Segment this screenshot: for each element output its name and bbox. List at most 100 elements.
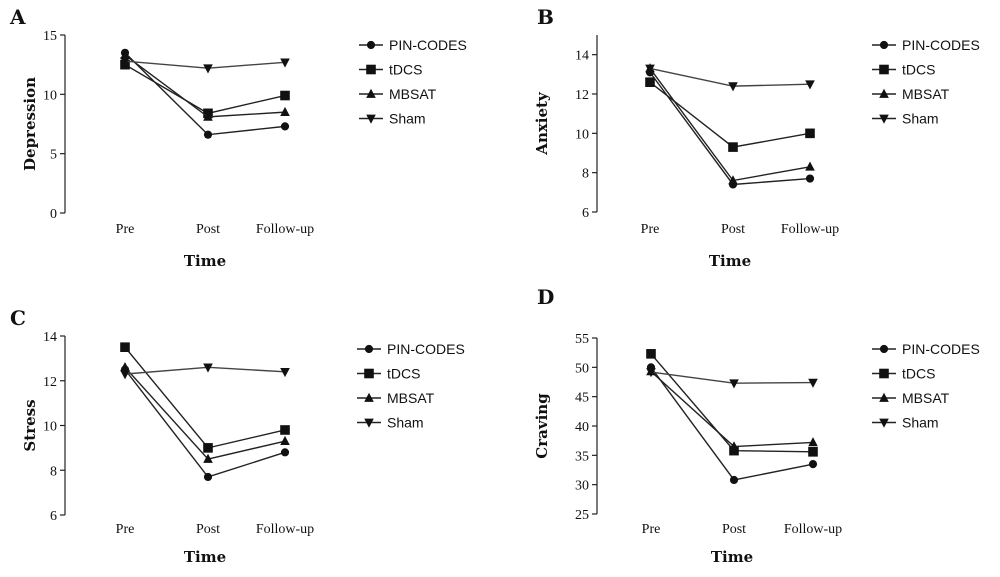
y-tick-label-b: 6 [582, 206, 589, 221]
panel-d: D 25 30 35 40 45 50 55 Craving Pre Post Follow-up Ti… [533, 285, 980, 566]
y-tick-label-c: 10 [43, 420, 57, 435]
data-point-pin-codes-a [203, 130, 213, 139]
legend-marker-sham-a [366, 114, 376, 124]
series-sham-c [120, 363, 290, 380]
data-point-tdcs-d [646, 349, 656, 359]
legend-item-mbsat-c: MBSAT [357, 390, 435, 406]
y-tick-label-b: 10 [575, 127, 589, 142]
x-tick-label-b: Pre [641, 222, 660, 237]
x-axis-title-c: Time [184, 548, 226, 566]
series-line-tdcs-a [124, 64, 286, 115]
data-point-pin-codes-c [280, 448, 290, 457]
panel-letter-a: A [9, 5, 26, 29]
series-line-tdcs-d [650, 353, 814, 453]
legend-item-sham-d: Sham [872, 415, 939, 431]
legend-label-pin-codes-d: PIN-CODES [902, 341, 980, 357]
x-tick-label-c: Follow-up [256, 522, 314, 537]
data-point-tdcs-b [728, 142, 738, 152]
data-point-pin-codes-d [729, 475, 739, 485]
panel-c: C 6 8 10 12 14 Stress Pre Post Follow-up Time PIN-C… [10, 306, 465, 566]
series-mbsat-c [120, 362, 290, 463]
data-point-tdcs-c [120, 342, 130, 352]
series-sham-a [120, 57, 290, 74]
series-sham-d [646, 368, 818, 389]
data-point-tdcs-b [805, 128, 815, 139]
x-tick-label-c: Pre [116, 522, 135, 537]
data-point-mbsat-a [203, 111, 213, 121]
series-line-tdcs-c [124, 346, 286, 449]
data-point-sham-c [203, 363, 213, 373]
series-line-tdcs-b [649, 81, 811, 148]
legend-item-pin-codes-d: PIN-CODES [872, 341, 980, 357]
data-point-mbsat-a [120, 49, 130, 60]
data-point-tdcs-d [729, 445, 739, 456]
legend-item-pin-codes-c: PIN-CODES [357, 341, 465, 357]
x-tick-label-d: Pre [642, 522, 661, 537]
data-point-sham-b [645, 64, 655, 74]
legend-marker-tdcs-d [879, 368, 889, 379]
legend-label-tdcs-c: tDCS [387, 366, 420, 382]
legend-marker-sham-d [879, 418, 889, 428]
data-point-pin-codes-c [203, 472, 213, 482]
x-tick-label-a: Post [196, 222, 220, 237]
y-tick-label-c: 8 [50, 464, 57, 479]
legend-label-mbsat-b: MBSAT [902, 86, 950, 102]
legend-marker-sham-c [364, 418, 374, 428]
legend-marker-mbsat-a [366, 88, 376, 98]
data-point-sham-d [646, 368, 656, 378]
legend-marker-tdcs-b [879, 64, 889, 75]
legend-item-pin-codes-a: PIN-CODES [359, 37, 467, 53]
y-tick-label-c: 14 [43, 330, 57, 345]
data-point-sham-a [280, 58, 290, 68]
legend-item-tdcs-b: tDCS [872, 62, 935, 78]
x-tick-label-b: Post [721, 222, 745, 237]
y-tick-label-a: 10 [43, 88, 57, 103]
legend-label-pin-codes-c: PIN-CODES [387, 341, 465, 357]
legend-marker-mbsat-c [364, 392, 374, 402]
data-point-tdcs-c [280, 425, 290, 435]
legend-item-pin-codes-b: PIN-CODES [872, 37, 980, 53]
legend-label-sham-c: Sham [387, 415, 424, 431]
y-tick-label-a: 15 [43, 29, 57, 44]
y-tick-label-b: 14 [575, 49, 589, 64]
x-tick-label-c: Post [196, 522, 220, 537]
panel-a: A 0 5 10 15 Depression Pre Post Follow-up Time PIN… [9, 5, 467, 270]
data-point-sham-d [729, 379, 739, 389]
series-tdcs-d [646, 349, 818, 457]
legend-marker-pin-codes-b [879, 40, 889, 50]
data-point-pin-codes-a [280, 122, 290, 131]
data-point-pin-codes-b [805, 174, 815, 183]
legend-item-sham-a: Sham [359, 111, 426, 127]
y-tick-label-b: 8 [582, 167, 589, 182]
data-point-pin-codes-d [808, 460, 818, 469]
x-axis-title-a: Time [184, 252, 226, 270]
y-axis-title-c: Stress [21, 399, 39, 451]
series-sham-b [645, 64, 815, 92]
legend-marker-pin-codes-a [366, 40, 376, 50]
legend-marker-tdcs-c [364, 368, 374, 379]
y-axis-title-d: Craving [533, 393, 551, 459]
legend-item-mbsat-a: MBSAT [359, 86, 437, 102]
legend-marker-sham-b [879, 114, 889, 124]
data-point-mbsat-d [729, 441, 739, 451]
data-point-sham-c [280, 367, 290, 378]
legend-label-pin-codes-b: PIN-CODES [902, 37, 980, 53]
y-tick-label-c: 12 [43, 375, 57, 390]
data-point-mbsat-d [808, 437, 818, 447]
y-tick-label-a: 0 [50, 207, 57, 222]
legend-marker-pin-codes-d [879, 344, 889, 354]
x-tick-label-b: Follow-up [781, 222, 839, 237]
x-tick-label-d: Follow-up [784, 522, 842, 537]
data-point-tdcs-c [203, 443, 213, 453]
legend-label-mbsat-d: MBSAT [902, 390, 950, 406]
data-point-sham-a [203, 64, 213, 74]
y-tick-label-a: 5 [50, 148, 57, 163]
legend-marker-mbsat-d [879, 392, 889, 402]
panel-letter-c: C [10, 306, 26, 330]
series-tdcs-c [120, 342, 290, 453]
series-pin-codes-c [120, 365, 290, 482]
y-tick-label-d: 40 [575, 420, 589, 435]
data-point-mbsat-a [280, 106, 290, 116]
data-point-tdcs-b [645, 77, 655, 87]
